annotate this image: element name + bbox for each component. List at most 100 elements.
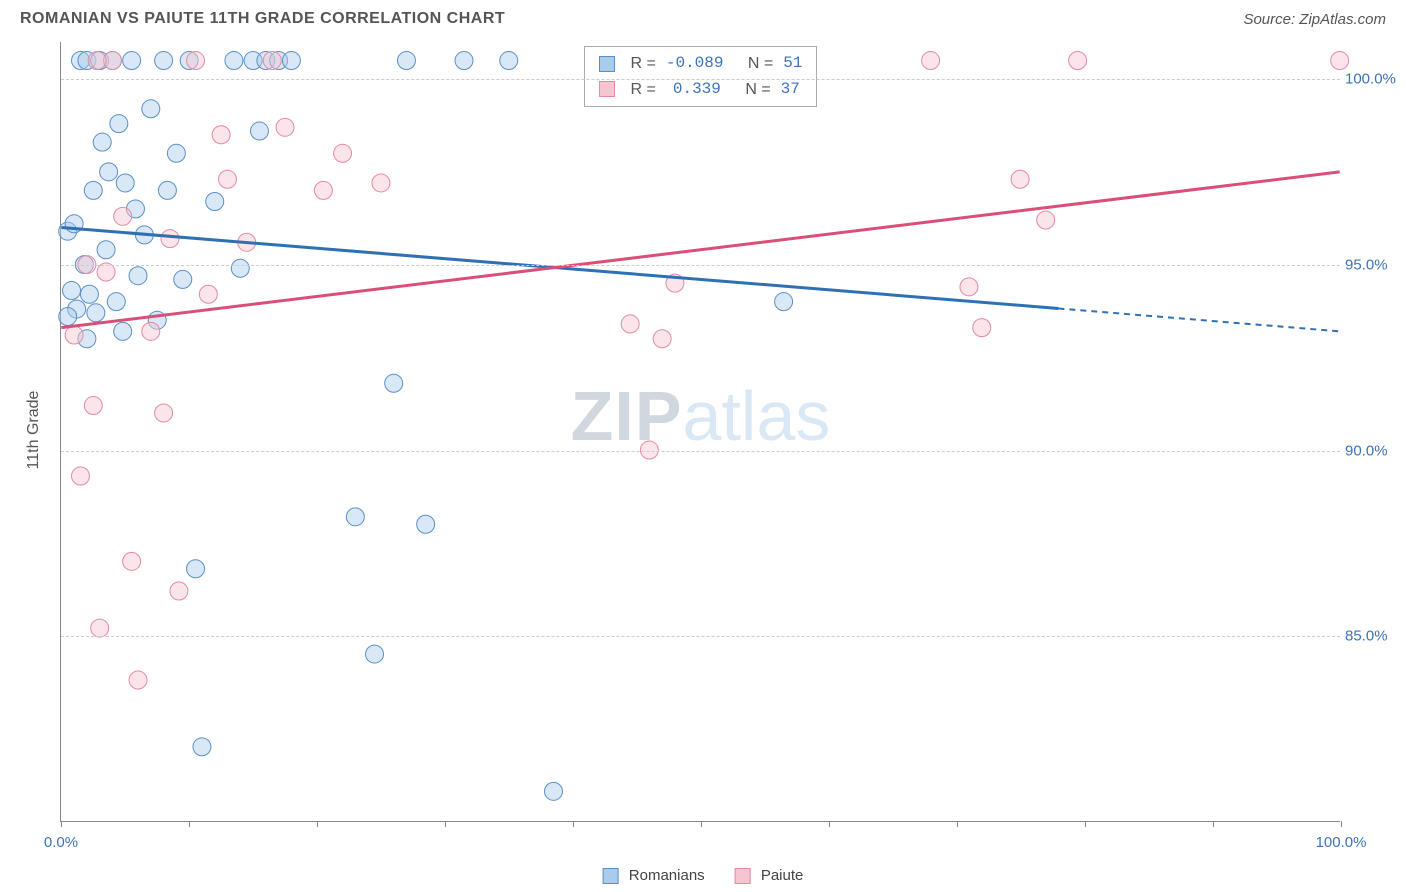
- data-point: [372, 174, 390, 192]
- data-point: [123, 52, 141, 70]
- r-value-romanians: -0.089: [666, 51, 724, 77]
- data-point: [161, 230, 179, 248]
- data-point: [63, 282, 81, 300]
- data-point: [100, 163, 118, 181]
- data-point: [225, 52, 243, 70]
- data-point: [129, 671, 147, 689]
- y-tick-label: 90.0%: [1345, 442, 1400, 459]
- stats-row-paiute: R = 0.339 N = 37: [599, 77, 803, 103]
- r-label: R =: [631, 51, 656, 77]
- data-point: [346, 508, 364, 526]
- swatch-romanians: [599, 56, 615, 72]
- x-tick: [445, 821, 446, 827]
- data-point: [922, 52, 940, 70]
- x-tick: [573, 821, 574, 827]
- chart-title: ROMANIAN VS PAIUTE 11TH GRADE CORRELATIO…: [20, 10, 505, 28]
- regression-line: [61, 172, 1339, 328]
- data-point: [775, 293, 793, 311]
- data-point: [397, 52, 415, 70]
- data-point: [116, 174, 134, 192]
- data-point: [231, 259, 249, 277]
- data-point: [93, 133, 111, 151]
- data-point: [219, 170, 237, 188]
- data-point: [199, 285, 217, 303]
- legend-swatch-romanians: [603, 868, 619, 884]
- data-point: [87, 304, 105, 322]
- data-point: [59, 308, 77, 326]
- data-point: [155, 404, 173, 422]
- data-point: [123, 552, 141, 570]
- swatch-paiute: [599, 81, 615, 97]
- data-point: [155, 52, 173, 70]
- source-attribution: Source: ZipAtlas.com: [1243, 11, 1386, 28]
- data-point: [187, 52, 205, 70]
- data-point: [545, 782, 563, 800]
- legend-bottom: Romanians Paiute: [603, 867, 804, 884]
- legend-swatch-paiute: [735, 868, 751, 884]
- x-tick: [701, 821, 702, 827]
- gridline-h: [61, 451, 1340, 452]
- x-tick: [829, 821, 830, 827]
- data-point: [417, 515, 435, 533]
- data-point: [167, 144, 185, 162]
- data-point: [1069, 52, 1087, 70]
- data-point: [973, 319, 991, 337]
- data-point: [84, 397, 102, 415]
- r-value-paiute: 0.339: [666, 77, 721, 103]
- legend-label-paiute: Paiute: [761, 867, 804, 884]
- data-point: [97, 241, 115, 259]
- data-point: [653, 330, 671, 348]
- y-tick-label: 100.0%: [1345, 71, 1400, 88]
- data-point: [174, 270, 192, 288]
- x-tick: [1341, 821, 1342, 827]
- data-point: [72, 467, 90, 485]
- data-point: [250, 122, 268, 140]
- data-point: [366, 645, 384, 663]
- data-point: [187, 560, 205, 578]
- data-point: [1011, 170, 1029, 188]
- data-point: [80, 285, 98, 303]
- gridline-h: [61, 79, 1340, 80]
- x-tick: [1213, 821, 1214, 827]
- data-point: [193, 738, 211, 756]
- x-tick: [957, 821, 958, 827]
- data-point: [385, 374, 403, 392]
- data-point: [1037, 211, 1055, 229]
- data-point: [334, 144, 352, 162]
- regression-line-dashed: [1058, 308, 1339, 331]
- data-point: [107, 293, 125, 311]
- legend-label-romanians: Romanians: [629, 867, 705, 884]
- gridline-h: [61, 636, 1340, 637]
- gridline-h: [61, 265, 1340, 266]
- stats-row-romanians: R = -0.089 N = 51: [599, 51, 803, 77]
- data-point: [206, 193, 224, 211]
- stats-legend-box: R = -0.089 N = 51 R = 0.339 N = 37: [584, 46, 818, 107]
- data-point: [455, 52, 473, 70]
- x-tick-label: 100.0%: [1316, 834, 1367, 851]
- x-tick-label: 0.0%: [44, 834, 78, 851]
- data-point: [114, 207, 132, 225]
- data-point: [88, 52, 106, 70]
- data-point: [212, 126, 230, 144]
- legend-item-romanians: Romanians: [603, 867, 705, 884]
- data-point: [263, 52, 281, 70]
- data-point: [276, 118, 294, 136]
- scatter-plot-area: ZIPatlas R = -0.089 N = 51 R = 0.339 N =…: [60, 42, 1340, 822]
- data-point: [142, 322, 160, 340]
- x-tick: [189, 821, 190, 827]
- data-point: [84, 181, 102, 199]
- x-tick: [1085, 821, 1086, 827]
- n-value-romanians: 51: [783, 51, 802, 77]
- data-point: [110, 115, 128, 133]
- n-value-paiute: 37: [781, 77, 800, 103]
- n-label: N =: [748, 51, 773, 77]
- x-tick: [317, 821, 318, 827]
- y-tick-label: 85.0%: [1345, 628, 1400, 645]
- data-point: [158, 181, 176, 199]
- y-axis-label: 11th Grade: [25, 391, 43, 470]
- y-tick-label: 95.0%: [1345, 256, 1400, 273]
- data-point: [170, 582, 188, 600]
- data-point: [960, 278, 978, 296]
- data-point: [621, 315, 639, 333]
- data-point: [1331, 52, 1349, 70]
